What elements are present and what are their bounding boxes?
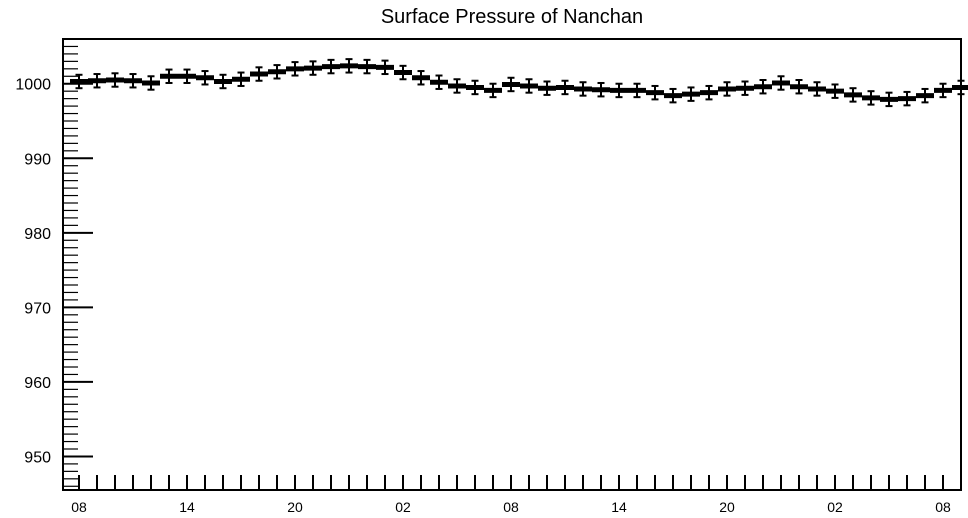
data-point	[124, 73, 142, 89]
data-point	[952, 79, 968, 96]
data-point	[142, 75, 160, 91]
data-point	[772, 75, 790, 91]
chart-title: Surface Pressure of Nanchan	[381, 6, 643, 28]
data-point	[664, 87, 682, 104]
x-tick-label: 20	[287, 499, 303, 515]
y-tick-label: 990	[24, 151, 51, 168]
data-point	[574, 81, 592, 97]
data-point	[736, 80, 754, 96]
data-point	[232, 71, 250, 87]
data-point	[160, 68, 178, 84]
data-point	[106, 72, 124, 88]
data-point	[88, 73, 106, 89]
data-point	[520, 78, 538, 94]
x-tick-label: 20	[719, 499, 735, 515]
data-point	[808, 81, 826, 97]
x-tick-label: 02	[395, 499, 411, 515]
data-point	[70, 73, 88, 90]
data-point	[754, 79, 772, 95]
data-point	[322, 58, 340, 75]
x-tick-label: 14	[611, 499, 627, 515]
data-point	[412, 70, 430, 86]
data-point	[286, 61, 304, 77]
data-point	[880, 91, 898, 108]
data-point	[628, 82, 646, 99]
data-point	[934, 82, 952, 99]
data-point	[646, 84, 664, 101]
data-point	[844, 87, 862, 103]
data-point	[826, 83, 844, 99]
x-axis: 08 14 20 02 08 14 20 02 08	[71, 475, 962, 515]
y-tick-label: 950	[24, 449, 51, 466]
data-point	[196, 70, 214, 86]
data-point	[358, 58, 376, 75]
data-point	[178, 68, 196, 84]
x-tick-label: 08	[71, 499, 87, 515]
y-tick-label: 960	[24, 375, 51, 392]
data-point	[592, 81, 610, 98]
y-tick-label: 980	[24, 226, 51, 243]
y-tick-label: 970	[24, 300, 51, 317]
data-point	[502, 76, 520, 93]
data-point	[790, 79, 808, 95]
series-layer	[70, 58, 968, 108]
y-tick-label: 1000	[15, 77, 51, 94]
x-tick-label: 08	[503, 499, 519, 515]
data-point	[718, 81, 736, 97]
data-point	[466, 79, 484, 96]
data-point	[898, 90, 916, 107]
data-point	[340, 58, 358, 74]
data-point	[250, 66, 268, 82]
x-tick-label: 02	[827, 499, 843, 515]
data-point	[430, 74, 448, 90]
data-point	[682, 86, 700, 102]
y-axis: 950 960 970 980 990 1000	[15, 45, 93, 487]
data-point	[916, 87, 934, 104]
x-tick-label: 08	[935, 499, 951, 515]
data-point	[700, 84, 718, 101]
plot-frame	[62, 38, 962, 491]
data-point	[268, 64, 286, 80]
data-point	[214, 73, 232, 90]
data-point	[538, 80, 556, 96]
data-point	[862, 90, 880, 106]
data-point	[556, 79, 574, 96]
data-point	[304, 60, 322, 76]
data-point	[610, 82, 628, 99]
data-point	[394, 64, 412, 81]
data-point	[448, 78, 466, 94]
data-point	[484, 82, 502, 99]
x-tick-label: 14	[179, 499, 195, 515]
data-point	[376, 59, 394, 76]
